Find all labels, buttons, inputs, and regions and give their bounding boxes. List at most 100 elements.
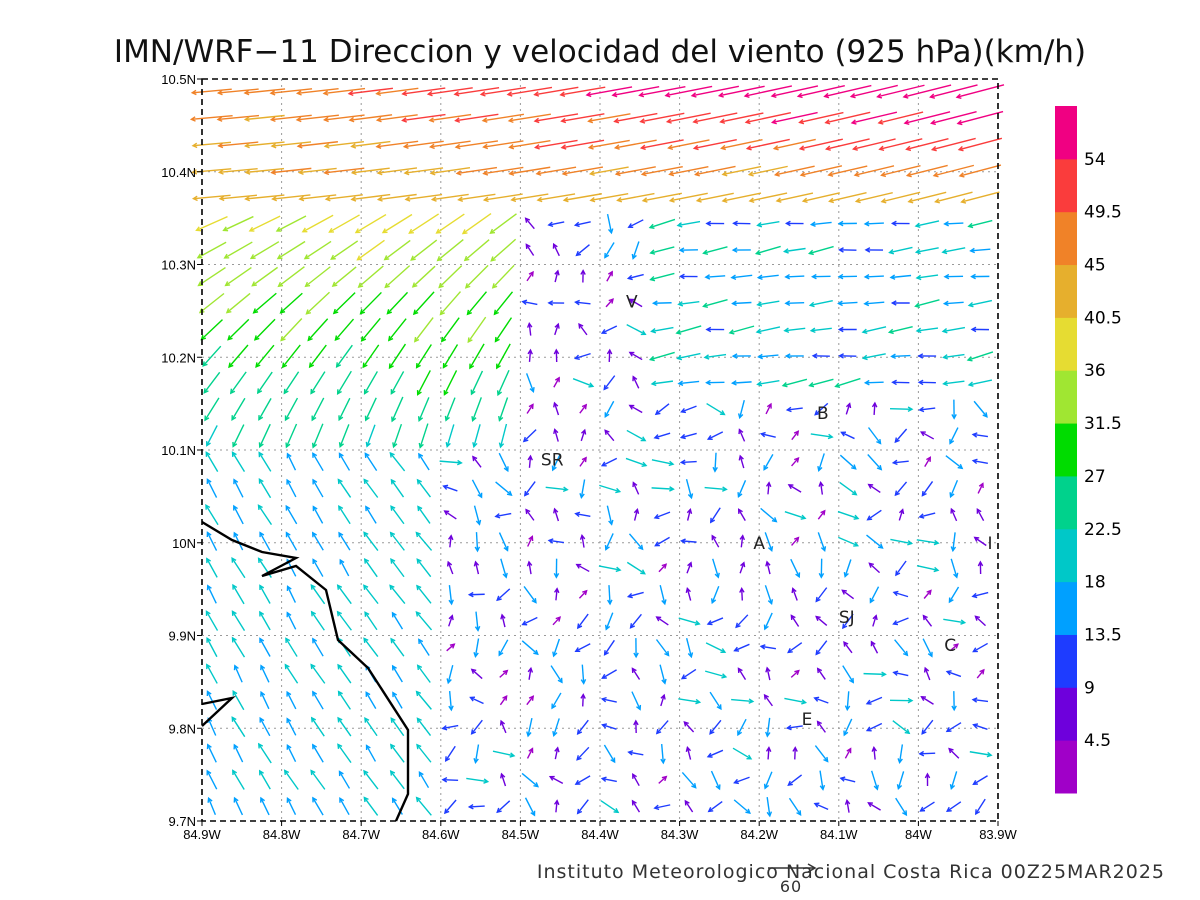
wind-vector-shaft: [551, 692, 562, 709]
wind-vector-head: [578, 322, 584, 329]
wind-vector-head: [731, 247, 738, 253]
wind-vector: [678, 698, 702, 705]
wind-vector-head: [205, 610, 211, 616]
wind-vector: [389, 451, 406, 472]
wind-vector-shaft: [501, 614, 506, 628]
wind-vector-shaft: [312, 638, 324, 657]
wind-vector-head: [295, 90, 302, 96]
colorbar-label: 49.5: [1084, 203, 1122, 223]
wind-vector-shaft: [534, 86, 579, 96]
wind-vector: [256, 371, 273, 395]
wind-vector: [244, 194, 285, 202]
wind-vector-head: [402, 143, 409, 149]
x-tick-label: 84.7W: [342, 827, 380, 842]
wind-vector-shaft: [526, 695, 534, 706]
wind-vector-head: [527, 348, 533, 355]
wind-vector-shaft: [376, 140, 419, 148]
wind-vector: [785, 406, 803, 413]
wind-vector-shaft: [408, 213, 440, 234]
wind-vector: [684, 799, 694, 813]
wind-vector-head: [453, 91, 460, 97]
wind-vector-shaft: [438, 265, 463, 288]
wind-vector-head: [482, 196, 489, 203]
wind-vector: [943, 618, 967, 625]
wind-vector: [851, 138, 896, 151]
wind-vector: [259, 610, 271, 631]
wind-vector-head: [244, 169, 251, 175]
wind-vector-shaft: [714, 452, 717, 472]
wind-vector: [702, 299, 728, 309]
wind-vector-shaft: [260, 665, 270, 683]
wind-vector-shaft: [973, 724, 988, 730]
wind-vector: [499, 719, 507, 734]
wind-vector-shaft: [337, 479, 352, 498]
wind-vector-head: [218, 195, 225, 202]
wind-vector-shaft: [948, 748, 960, 759]
wind-vector-head: [232, 441, 238, 448]
wind-vector: [837, 273, 857, 280]
wind-vector-shaft: [312, 452, 324, 472]
wind-vector: [365, 744, 377, 762]
wind-vector-head: [362, 362, 368, 369]
wind-vector-head: [357, 282, 364, 288]
wind-vector-shaft: [575, 775, 591, 785]
wind-vector-shaft: [260, 797, 270, 816]
wind-vector: [364, 717, 378, 737]
wind-vector-shaft: [632, 773, 640, 787]
wind-vector-head: [640, 569, 646, 575]
wind-vector-shaft: [892, 720, 910, 734]
wind-vector-shaft: [946, 722, 962, 732]
wind-vector-head: [525, 243, 531, 250]
wind-vector-head: [929, 93, 936, 99]
wind-vector: [312, 690, 324, 710]
wind-vector-shaft: [703, 246, 728, 254]
wind-vector-shaft: [386, 291, 409, 315]
wind-vector-shaft: [286, 744, 297, 763]
wind-vector-shaft: [257, 371, 273, 394]
wind-vector-head: [589, 196, 596, 203]
wind-vector-head: [416, 558, 422, 564]
place-label: E: [802, 710, 813, 730]
wind-vector-shaft: [509, 140, 551, 148]
wind-vector-shaft: [972, 433, 989, 438]
wind-vector-shaft: [534, 113, 579, 122]
wind-vector: [641, 192, 682, 203]
wind-vector-shaft: [297, 114, 339, 121]
wind-vector-shaft: [286, 798, 297, 815]
wind-vector: [731, 698, 755, 704]
wind-vector: [416, 370, 431, 396]
wind-vector-shaft: [365, 506, 377, 524]
wind-vector-shaft: [760, 645, 777, 650]
wind-vector-head: [286, 717, 292, 724]
wind-vector-head: [270, 169, 277, 175]
wind-vector-head: [986, 751, 993, 758]
wind-vector: [943, 273, 964, 280]
wind-vector: [706, 749, 724, 758]
wind-vector-head: [705, 326, 712, 333]
wind-vector-head: [668, 170, 675, 177]
wind-vector: [337, 663, 352, 684]
wind-vector-shaft: [630, 613, 642, 629]
wind-vector: [951, 691, 957, 712]
wind-vector: [784, 697, 808, 705]
wind-vector: [482, 166, 524, 176]
wind-vector-shaft: [706, 402, 725, 416]
wind-vector-shaft: [439, 460, 462, 464]
wind-vector-shaft: [230, 371, 247, 394]
wind-vector-head: [607, 270, 613, 277]
wind-vector-head: [576, 729, 583, 735]
wind-vector: [232, 424, 245, 448]
wind-vector: [628, 404, 643, 414]
colorbar-segment: [1055, 106, 1077, 160]
footer-credit: Instituto Meteorologico Nacional Costa R…: [537, 861, 1165, 883]
wind-vector-shaft: [771, 85, 819, 97]
wind-vector-shaft: [251, 266, 279, 287]
wind-vector-head: [387, 335, 394, 342]
wind-vector-shaft: [604, 242, 615, 258]
wind-vector-shaft: [815, 587, 828, 602]
wind-vector: [259, 531, 271, 551]
wind-vector-head: [641, 197, 648, 203]
wind-vector-shaft: [277, 240, 306, 260]
wind-vector-shaft: [363, 770, 379, 790]
wind-vector: [737, 508, 746, 522]
